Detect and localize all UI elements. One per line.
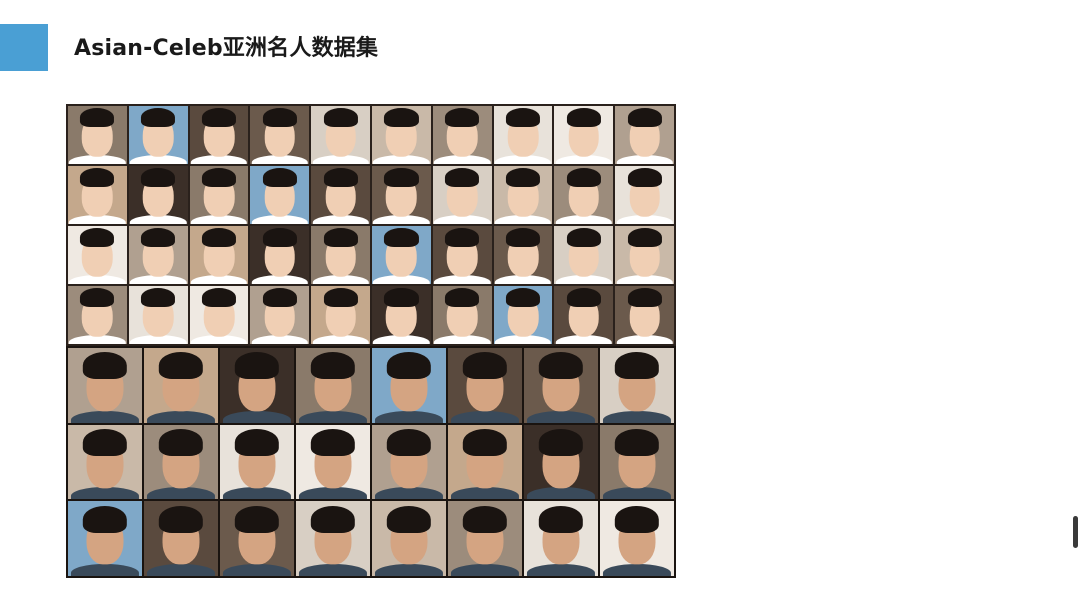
face-photo <box>311 286 370 344</box>
face-photo <box>144 424 218 500</box>
face-photo <box>128 226 188 284</box>
face-photo <box>372 501 446 576</box>
face-photo <box>189 106 249 164</box>
face-photo <box>615 166 674 224</box>
face-photo <box>371 286 431 344</box>
face-photo <box>250 226 310 284</box>
male-face-grid <box>66 104 676 346</box>
accent-block <box>0 24 48 71</box>
face-photo <box>311 166 370 224</box>
face-photo <box>524 424 598 500</box>
face-photo <box>371 106 431 164</box>
face-photo <box>554 286 614 344</box>
face-photo <box>250 106 310 164</box>
face-photo <box>128 286 188 344</box>
face-photo <box>372 348 446 423</box>
face-photo <box>220 424 294 500</box>
face-photo <box>524 348 598 423</box>
face-photo <box>311 106 370 164</box>
face-photo <box>554 106 614 164</box>
face-photo <box>189 226 249 284</box>
scroll-indicator[interactable] <box>1073 516 1078 548</box>
face-photo <box>68 501 142 576</box>
face-photo <box>144 348 218 423</box>
face-photo <box>68 106 127 164</box>
face-photo <box>371 226 431 284</box>
face-photo <box>432 226 492 284</box>
face-photo <box>128 106 188 164</box>
face-photo <box>296 424 370 500</box>
face-photo <box>493 106 553 164</box>
face-photo <box>600 424 674 500</box>
face-photo <box>296 348 370 423</box>
face-photo <box>372 424 446 500</box>
face-photo <box>448 348 522 423</box>
face-photo <box>432 106 492 164</box>
face-photo <box>220 501 294 576</box>
face-photo <box>144 501 218 576</box>
face-photo <box>615 106 674 164</box>
face-photo <box>371 166 431 224</box>
face-photo <box>250 286 310 344</box>
face-photo <box>68 226 127 284</box>
face-photo <box>493 166 553 224</box>
face-photo <box>448 501 522 576</box>
face-photo <box>189 166 249 224</box>
face-photo <box>615 226 674 284</box>
slide-title: Asian-Celeb亚洲名人数据集 <box>74 36 379 61</box>
face-photo <box>493 226 553 284</box>
face-photo <box>250 166 310 224</box>
face-photo <box>448 424 522 500</box>
face-photo <box>493 286 553 344</box>
face-photo <box>600 348 674 423</box>
face-photo <box>554 226 614 284</box>
face-photo <box>524 501 598 576</box>
face-photo <box>68 286 127 344</box>
face-photo <box>220 348 294 423</box>
face-photo <box>189 286 249 344</box>
face-photo <box>68 348 142 423</box>
face-photo <box>311 226 370 284</box>
face-photo <box>554 166 614 224</box>
face-photo <box>432 166 492 224</box>
female-face-grid <box>66 346 676 578</box>
face-photo <box>68 166 127 224</box>
face-photo <box>600 501 674 576</box>
face-photo <box>432 286 492 344</box>
face-photo <box>296 501 370 576</box>
face-photo-mosaic <box>66 104 676 578</box>
face-photo <box>128 166 188 224</box>
face-photo <box>68 424 142 500</box>
face-photo <box>615 286 674 344</box>
